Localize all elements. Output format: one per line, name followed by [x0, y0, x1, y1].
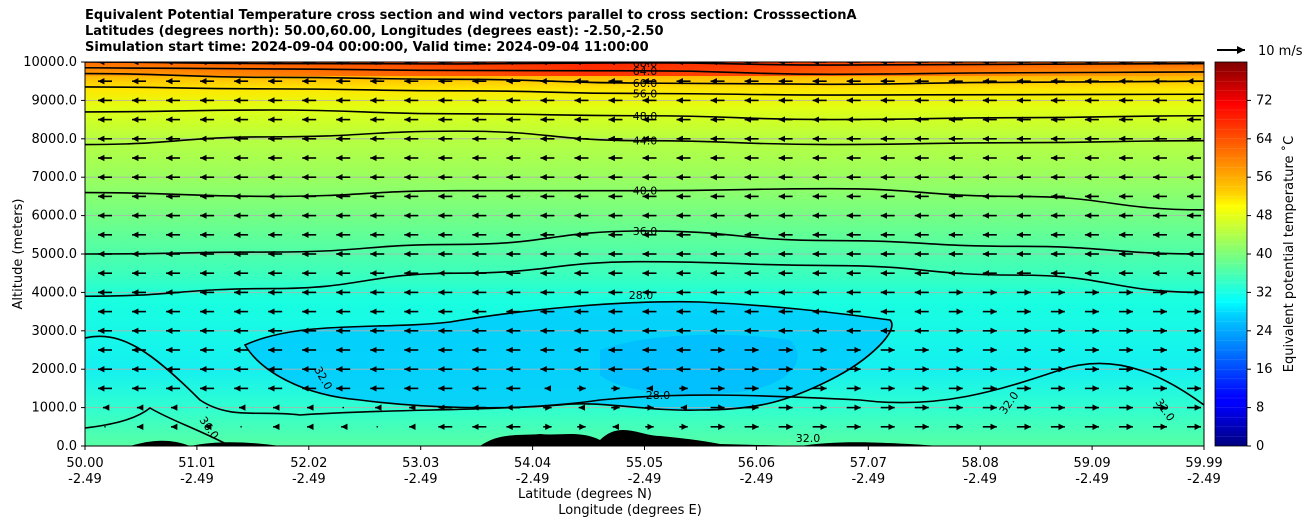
terrain [85, 429, 1204, 446]
x-tick-label-latitude: 53.03 [402, 456, 439, 471]
colorbar-tick-label: 72 [1256, 93, 1273, 108]
contour-label: 48.0 [633, 110, 658, 123]
y-tick-label: 7000.0 [32, 170, 78, 185]
contour-label: 64.0 [633, 65, 658, 78]
colorbar-tick-label: 16 [1256, 362, 1273, 377]
y-tick-label: 8000.0 [32, 132, 78, 147]
contour-lines: 68.064.060.056.048.044.040.036.028.028.0… [85, 57, 1204, 446]
contour-line [85, 109, 1204, 121]
contour-line-32-lower [85, 335, 1204, 416]
x-tick-label-latitude: 59.99 [1185, 456, 1222, 471]
x-tick-label-latitude: 56.06 [738, 456, 775, 471]
x-tick-label-longitude: -2.49 [963, 472, 997, 487]
contour-line [85, 86, 1204, 96]
wind-vectors [98, 62, 1201, 430]
wind-key-label: 10 m/s [1258, 44, 1303, 59]
x-tick-label-longitude: -2.49 [851, 472, 885, 487]
contour-label: 32.0 [796, 432, 821, 445]
x-tick-label-latitude: 59.09 [1073, 456, 1110, 471]
y-axis: 0.0 1000.0 2000.0 3000.0 4000.0 5000.0 6000.0 7… [23, 55, 85, 454]
x-tick-label-latitude: 52.02 [290, 456, 327, 471]
x-tick-label-longitude: -2.49 [628, 472, 662, 487]
contour-line-36-lower [85, 407, 231, 446]
x-tick-label-latitude: 55.05 [626, 456, 663, 471]
x-tick-label-longitude: -2.49 [68, 472, 102, 487]
contour-label: 40.0 [633, 185, 658, 198]
y-tick-label: 6000.0 [32, 209, 78, 224]
plot-area: 68.064.060.056.048.044.040.036.028.028.0… [85, 57, 1204, 446]
x-tick-label-longitude: -2.49 [1187, 472, 1221, 487]
warm-upper-band [85, 62, 1204, 76]
chart-title-line-2: Latitudes (degrees north): 50.00,60.00, … [85, 24, 664, 39]
y-tick-label: 0.0 [56, 439, 77, 454]
contour-label: 44.0 [633, 135, 658, 148]
contour-line-28 [243, 300, 893, 412]
contour-line [85, 130, 1204, 146]
y-tick-label: 10000.0 [23, 55, 77, 70]
x-axis-label-latitude: Latitude (degrees N) [518, 487, 652, 502]
x-tick-label-longitude: -2.49 [1075, 472, 1109, 487]
colorbar-tick-label: 64 [1256, 132, 1273, 147]
colorbar-ticks: 0 8 16 24 32 40 48 56 64 72 [1247, 93, 1273, 454]
colorbar-tick-label: 24 [1256, 324, 1273, 339]
x-tick-label-longitude: -2.49 [292, 472, 326, 487]
y-tick-label: 5000.0 [32, 247, 78, 262]
x-tick-label-latitude: 57.07 [850, 456, 887, 471]
x-tick-label-longitude: -2.49 [516, 472, 550, 487]
chart-title-line-3: Simulation start time: 2024-09-04 00:00:… [85, 40, 649, 55]
colorbar [1215, 62, 1247, 446]
x-tick-label-latitude: 58.08 [962, 456, 999, 471]
x-tick-label-latitude: 54.04 [514, 456, 551, 471]
x-axis-label-longitude: Longitude (degrees E) [558, 503, 702, 518]
contour-line [85, 230, 1204, 255]
y-tick-label: 1000.0 [32, 401, 78, 416]
wind-vector [104, 426, 106, 428]
y-tick-label: 3000.0 [32, 324, 78, 339]
contour-label: 56.0 [633, 87, 658, 100]
contour-line [85, 66, 1204, 76]
wind-key: 10 m/s [1217, 44, 1303, 59]
colorbar-tick-label: 48 [1256, 209, 1273, 224]
wind-vector [240, 426, 242, 428]
contour-label: 36.0 [633, 225, 658, 238]
x-axis: 50.00-2.4951.01-2.4952.02-2.4953.03-2.49… [66, 446, 1223, 487]
colorbar-bands [1215, 71, 1247, 437]
x-tick-label-latitude: 50.00 [66, 456, 103, 471]
colorbar-tick-label: 40 [1256, 247, 1273, 262]
y-tick-label: 2000.0 [32, 362, 78, 377]
colorbar-tick-label: 32 [1256, 285, 1273, 300]
colorbar-tick-label: 8 [1256, 401, 1264, 416]
colorbar-tick-label: 0 [1256, 439, 1264, 454]
contour-line [85, 260, 1204, 298]
contour-label: 68.0 [633, 57, 658, 70]
chart-title-line-1: Equivalent Potential Temperature cross s… [85, 8, 857, 23]
contour-line [85, 62, 1204, 66]
contour-label: 28.0 [629, 289, 654, 302]
wind-vector [376, 426, 379, 428]
y-tick-label: 9000.0 [32, 93, 78, 108]
wind-vector [206, 406, 208, 409]
x-tick-label-longitude: -2.49 [180, 472, 214, 487]
x-tick-label-longitude: -2.49 [404, 472, 438, 487]
colorbar-label: Equivalent potential temperature ˚C [1281, 136, 1297, 372]
y-axis-label: Altitude (meters) [11, 199, 26, 310]
y-tick-label: 4000.0 [32, 285, 78, 300]
x-tick-label-latitude: 51.01 [178, 456, 215, 471]
contour-label: 60.0 [633, 77, 658, 90]
x-tick-label-longitude: -2.49 [740, 472, 774, 487]
contour-line [85, 72, 1204, 86]
contour-line [85, 187, 1204, 211]
wind-vector [342, 406, 345, 409]
colorbar-tick-label: 56 [1256, 170, 1273, 185]
